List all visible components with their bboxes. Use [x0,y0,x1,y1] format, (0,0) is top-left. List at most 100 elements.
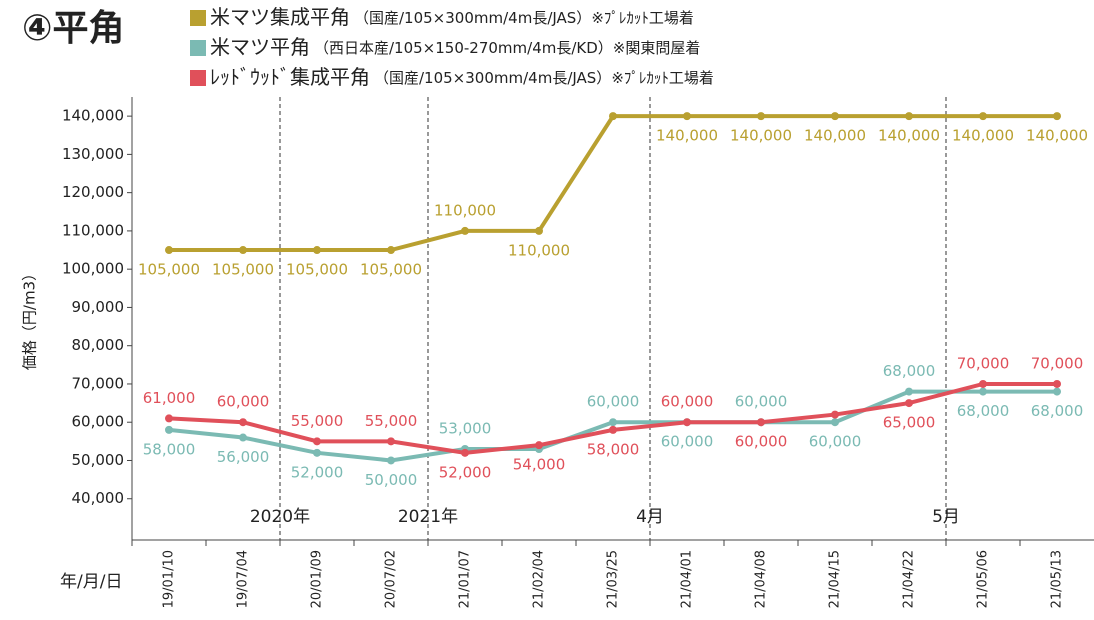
x-tick-label: 21/01/07 [458,550,473,608]
value-label: 68,000 [957,402,1010,420]
data-point [757,112,765,121]
value-label: 110,000 [434,201,496,219]
legend-name: 米マツ平角 [210,35,310,59]
data-point [831,410,839,419]
data-point [239,246,247,255]
value-label: 60,000 [217,393,270,411]
data-point [535,226,543,235]
x-tick-label: 20/07/02 [384,550,399,608]
data-point [387,437,395,446]
y-tick-label: 70,000 [72,374,125,392]
value-label: 140,000 [730,127,792,145]
y-tick-label: 110,000 [62,221,124,239]
y-tick-label: 50,000 [72,451,125,469]
value-label: 60,000 [587,393,640,411]
data-point [609,112,617,121]
y-tick-label: 130,000 [62,145,124,163]
legend-swatch [190,40,206,56]
legend-swatch [190,10,206,26]
value-label: 140,000 [878,127,940,145]
x-tick-label: 21/04/15 [828,550,843,608]
x-tick-label: 20/01/09 [310,550,325,608]
y-tick-label: 80,000 [72,336,125,354]
value-label: 61,000 [143,389,196,407]
value-label: 52,000 [439,463,492,481]
value-label: 60,000 [661,433,714,451]
data-point [239,433,247,442]
data-point [535,441,543,450]
data-point [979,387,987,396]
data-point [387,456,395,465]
legend-entry: 米マツ集成平角 （国産/105×300mm/4m長/JAS）※ﾌﾟﾚｶｯﾄ工場着 [210,5,694,29]
data-point [831,418,839,427]
data-point [387,246,395,255]
data-point [165,414,173,423]
x-tick-label: 19/01/10 [162,550,177,608]
data-point [757,418,765,427]
value-label: 110,000 [508,241,570,259]
x-tick-label: 19/07/04 [236,550,251,608]
value-label: 140,000 [656,127,718,145]
value-label: 105,000 [286,261,348,279]
data-point [239,418,247,427]
value-label: 70,000 [1031,354,1084,372]
value-label: 58,000 [587,440,640,458]
legend-entry: 米マツ平角 （西日本産/105×150-270mm/4m長/KD）※関東問屋着 [210,35,700,59]
chart-title: ④平角 [22,8,124,49]
data-point [461,226,469,235]
legend-note: （国産/105×300mm/4m長/JAS）※ﾌﾟﾚｶｯﾄ工場着 [374,69,714,87]
legend-name: ﾚｯﾄﾞｳｯﾄﾞ集成平角 [210,65,370,89]
data-point [683,418,691,427]
value-label: 70,000 [957,354,1010,372]
x-tick-label: 21/05/13 [1050,550,1065,608]
x-tick-label: 21/04/08 [754,550,769,608]
data-point [609,418,617,427]
value-label: 105,000 [212,261,274,279]
data-point [609,425,617,434]
value-label: 60,000 [809,433,862,451]
data-point [1053,387,1061,396]
value-label: 50,000 [365,471,418,489]
data-point [313,246,321,255]
data-point [461,448,469,457]
x-tick-label: 21/05/06 [976,550,991,608]
data-point [979,379,987,388]
value-label: 140,000 [952,127,1014,145]
value-label: 53,000 [439,420,492,438]
data-point [831,112,839,121]
y-tick-label: 40,000 [72,489,125,507]
x-tick-label: 21/04/01 [680,550,695,608]
value-label: 140,000 [804,127,866,145]
value-label: 105,000 [360,261,422,279]
value-label: 65,000 [883,414,936,432]
value-label: 68,000 [1031,402,1084,420]
legend-name: 米マツ集成平角 [210,5,350,29]
legend-swatch [190,70,206,86]
value-label: 68,000 [883,362,936,380]
y-tick-label: 60,000 [72,413,125,431]
value-label: 60,000 [735,393,788,411]
data-point [905,112,913,121]
data-point [1053,379,1061,388]
data-point [313,448,321,457]
y-tick-label: 100,000 [62,260,124,278]
value-label: 105,000 [138,261,200,279]
value-label: 56,000 [217,448,270,466]
x-tick-label: 21/02/04 [532,550,547,608]
x-axis-label: 年/月/日 [60,572,122,592]
value-label: 55,000 [291,412,344,430]
value-label: 60,000 [735,433,788,451]
y-tick-label: 140,000 [62,107,124,125]
value-label: 58,000 [143,440,196,458]
data-point [683,112,691,121]
annotation: 4月 [636,507,664,527]
annotation: 2021年 [398,507,458,527]
data-point [905,399,913,408]
value-label: 60,000 [661,393,714,411]
y-tick-label: 90,000 [72,298,125,316]
value-label: 54,000 [513,456,566,474]
annotation: 5月 [932,507,960,527]
data-point [1053,112,1061,121]
annotation: 2020年 [250,507,310,527]
